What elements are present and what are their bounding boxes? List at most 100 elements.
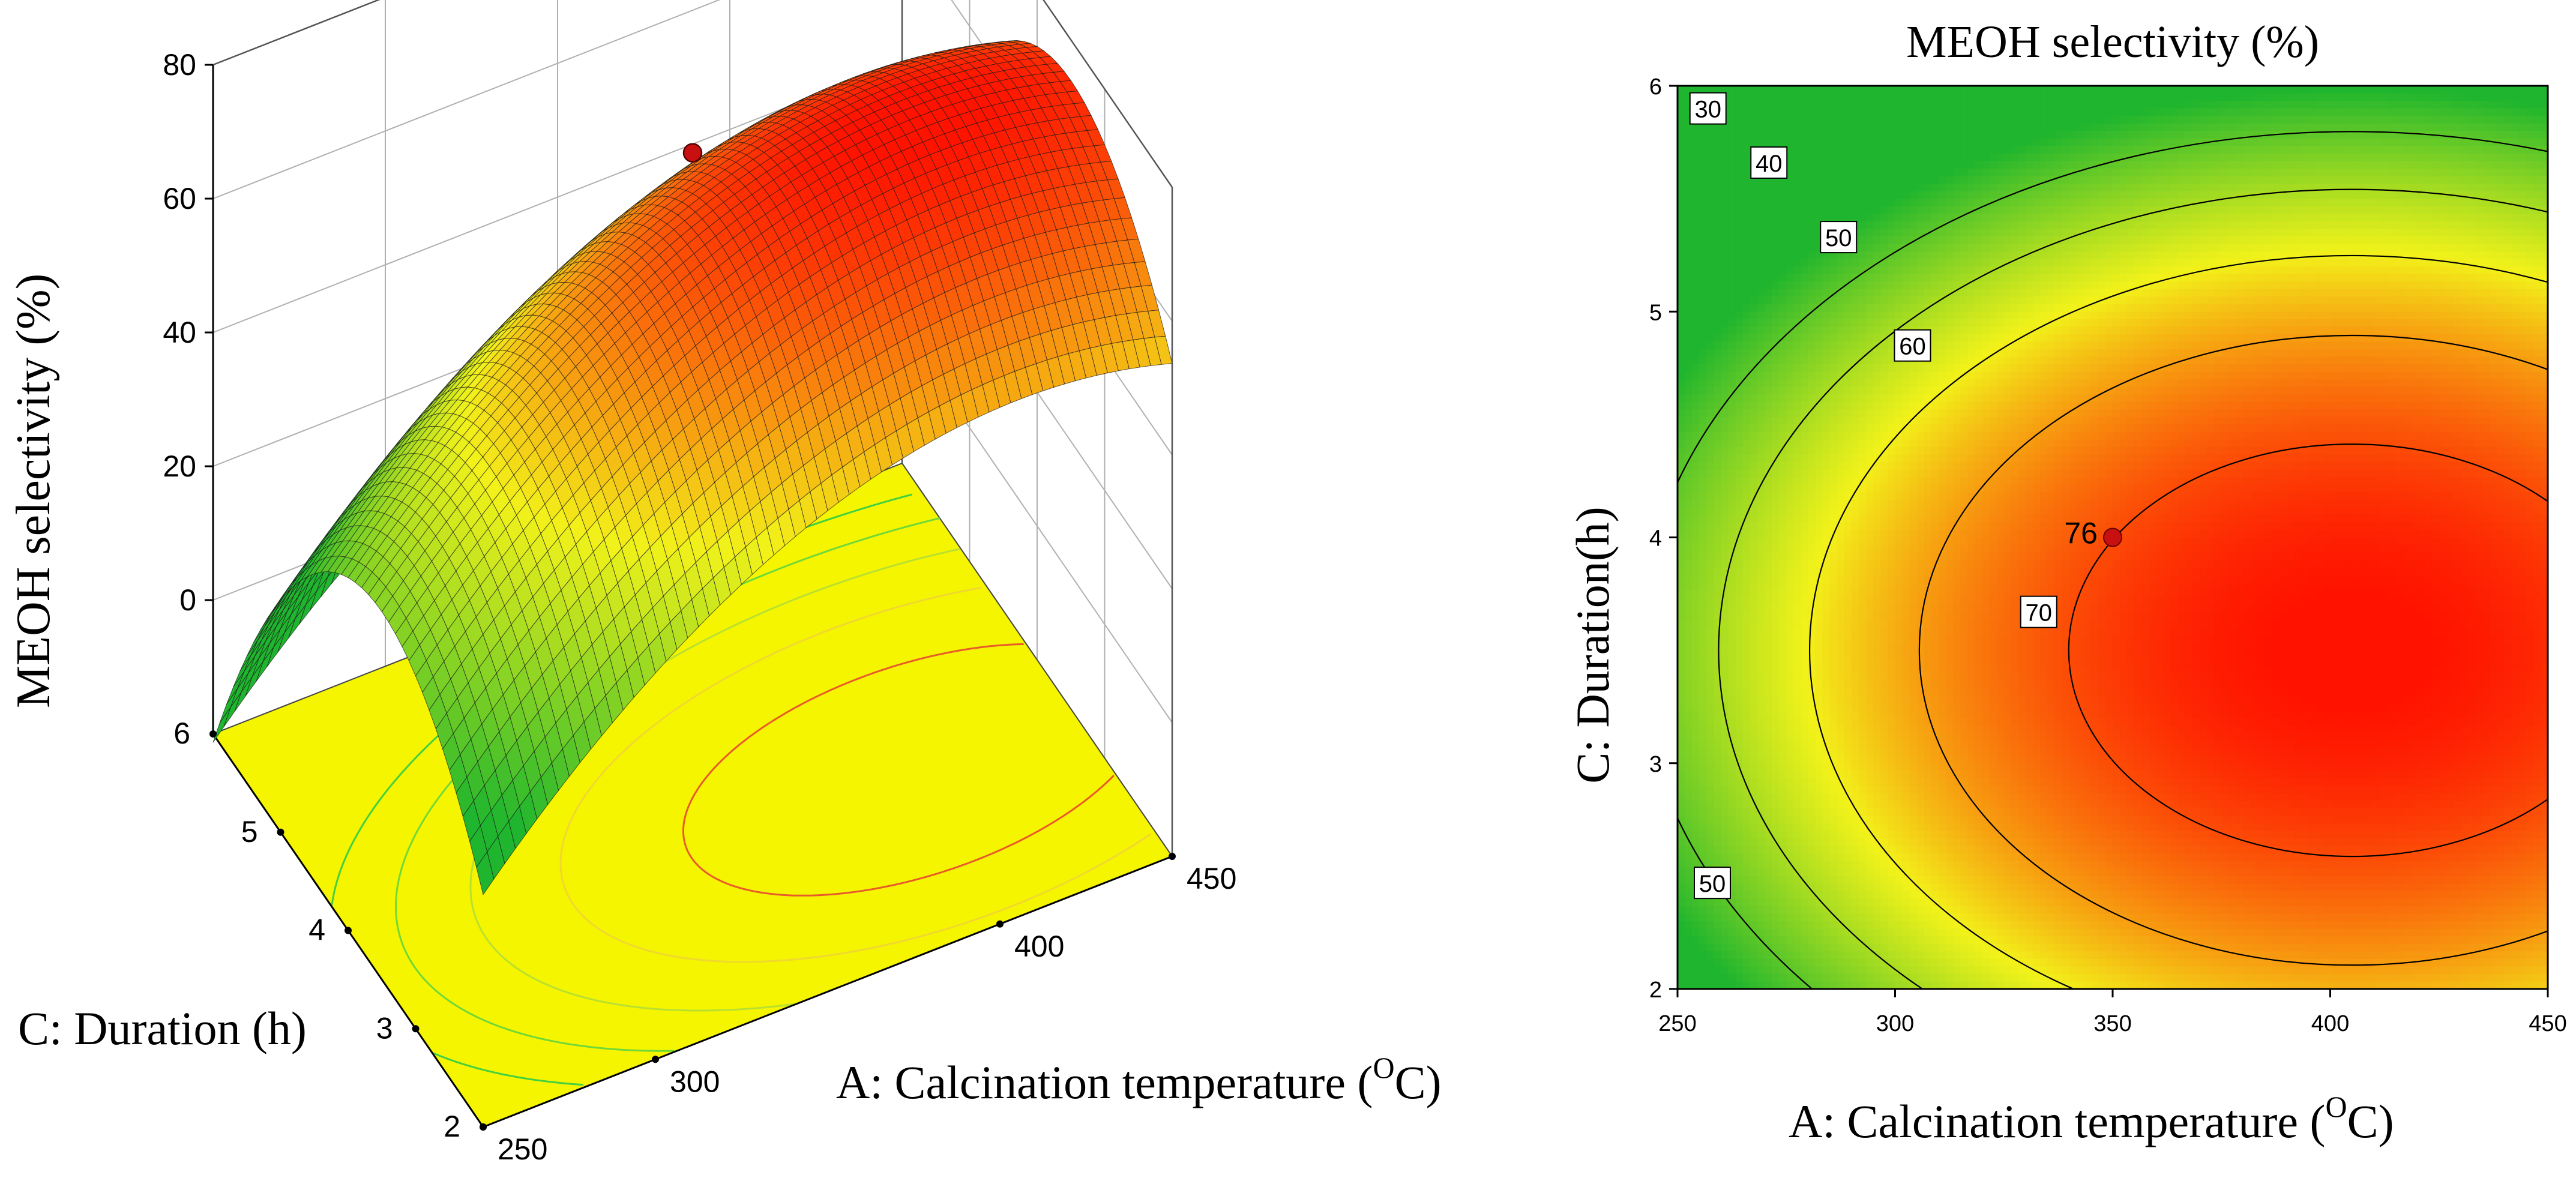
heat-cell	[1736, 636, 1744, 643]
heat-cell	[1706, 681, 1714, 688]
heat-cell	[1706, 831, 1714, 839]
heat-cell	[1750, 515, 1758, 523]
heat-cell	[1772, 221, 1780, 229]
heat-cell	[1714, 372, 1721, 380]
heat-cell	[1729, 696, 1736, 703]
heat-cell	[1772, 575, 1780, 583]
heat-cell	[1765, 598, 1772, 606]
heat-cell	[1808, 801, 1816, 808]
heat-cell	[1772, 364, 1780, 372]
heat-cell	[1685, 808, 1693, 816]
heat-cell	[1786, 681, 1794, 688]
heat-cell	[1765, 334, 1772, 342]
heat-cell	[1729, 620, 1736, 628]
heat-cell	[1721, 823, 1729, 831]
heat-cell	[1786, 726, 1794, 733]
heat-cell	[1692, 974, 1700, 982]
heat-cell	[1685, 154, 1693, 161]
heat-cell	[1721, 741, 1729, 748]
heat-cell	[1736, 598, 1744, 606]
heat-cell	[1685, 221, 1693, 229]
heat-cell	[1757, 184, 1765, 191]
heat-cell	[1765, 326, 1772, 334]
heat-cell	[1757, 883, 1765, 891]
heat-cell	[1793, 906, 1801, 914]
heat-cell	[1721, 266, 1729, 274]
heat-cell	[1801, 756, 1808, 763]
heat-cell	[1801, 861, 1808, 869]
heat-cell	[1808, 387, 1816, 395]
heat-cell	[1779, 530, 1787, 538]
heat-cell	[1772, 191, 1780, 199]
heat-cell	[1729, 846, 1736, 854]
heat-cell	[1801, 914, 1808, 922]
heat-cell	[1765, 424, 1772, 432]
heat-cell	[1793, 266, 1801, 274]
heat-cell	[1808, 357, 1816, 365]
heat-cell	[1757, 538, 1765, 545]
heat-cell	[1721, 914, 1729, 922]
heat-cell	[1743, 139, 1751, 146]
heat-cell	[1736, 507, 1744, 515]
heat-cell	[1685, 711, 1693, 718]
heat-cell	[1743, 763, 1751, 771]
heat-cell	[1772, 206, 1780, 214]
heat-cell	[1765, 492, 1772, 500]
heat-cell	[1772, 628, 1780, 636]
heat-cell	[1801, 289, 1808, 297]
heat-cell	[1772, 688, 1780, 696]
heat-cell	[1692, 296, 1700, 304]
heat-cell	[1699, 906, 1707, 914]
heat-cell	[1772, 786, 1780, 793]
heat-cell	[1779, 696, 1787, 703]
heat-cell	[1743, 176, 1751, 184]
heat-cell	[1692, 590, 1700, 598]
heat-cell	[1757, 281, 1765, 289]
heat-cell	[1729, 191, 1736, 199]
heat-cell	[1736, 929, 1744, 937]
heat-cell	[1765, 808, 1772, 816]
heat-cell	[1779, 289, 1787, 297]
heat-cell	[1714, 139, 1721, 146]
heat-cell	[1714, 568, 1721, 575]
heat-cell	[1772, 959, 1780, 967]
heat-cell	[1816, 515, 1823, 523]
heat-cell	[1772, 590, 1780, 598]
heat-cell	[1692, 658, 1700, 666]
heat-cell	[1685, 334, 1693, 342]
heat-cell	[1757, 756, 1765, 763]
heat-cell	[1816, 605, 1823, 613]
heat-cell	[1699, 470, 1707, 478]
heat-cell	[1692, 387, 1700, 395]
heat-cell	[1779, 944, 1787, 952]
heat-cell	[1685, 341, 1693, 349]
heat-cell	[1729, 522, 1736, 530]
heat-cell	[1772, 756, 1780, 763]
heat-cell	[1721, 530, 1729, 538]
heat-cell	[1786, 522, 1794, 530]
heat-cell	[1779, 372, 1787, 380]
heat-cell	[1772, 372, 1780, 380]
heat-cell	[1729, 974, 1736, 982]
heat-cell	[1685, 756, 1693, 763]
heat-cell	[1721, 191, 1729, 199]
heat-cell	[1736, 409, 1744, 417]
heat-cell	[1786, 831, 1794, 839]
heat-cell	[1772, 944, 1780, 952]
heat-cell	[1699, 733, 1707, 741]
heat-cell	[1692, 424, 1700, 432]
heat-cell	[1743, 124, 1751, 131]
heat-cell	[1750, 477, 1758, 485]
heat-cell	[1736, 485, 1744, 493]
heat-cell	[1772, 304, 1780, 312]
heat-cell	[1750, 236, 1758, 244]
heat-cell	[1706, 793, 1714, 801]
heat-cell	[1793, 944, 1801, 952]
heat-cell	[1692, 966, 1700, 974]
heat-cell	[1757, 673, 1765, 681]
heat-cell	[1750, 598, 1758, 606]
heat-cell	[1772, 94, 1780, 101]
heat-cell	[1721, 447, 1729, 455]
heat-cell	[1721, 771, 1729, 778]
heat-cell	[1801, 251, 1808, 259]
